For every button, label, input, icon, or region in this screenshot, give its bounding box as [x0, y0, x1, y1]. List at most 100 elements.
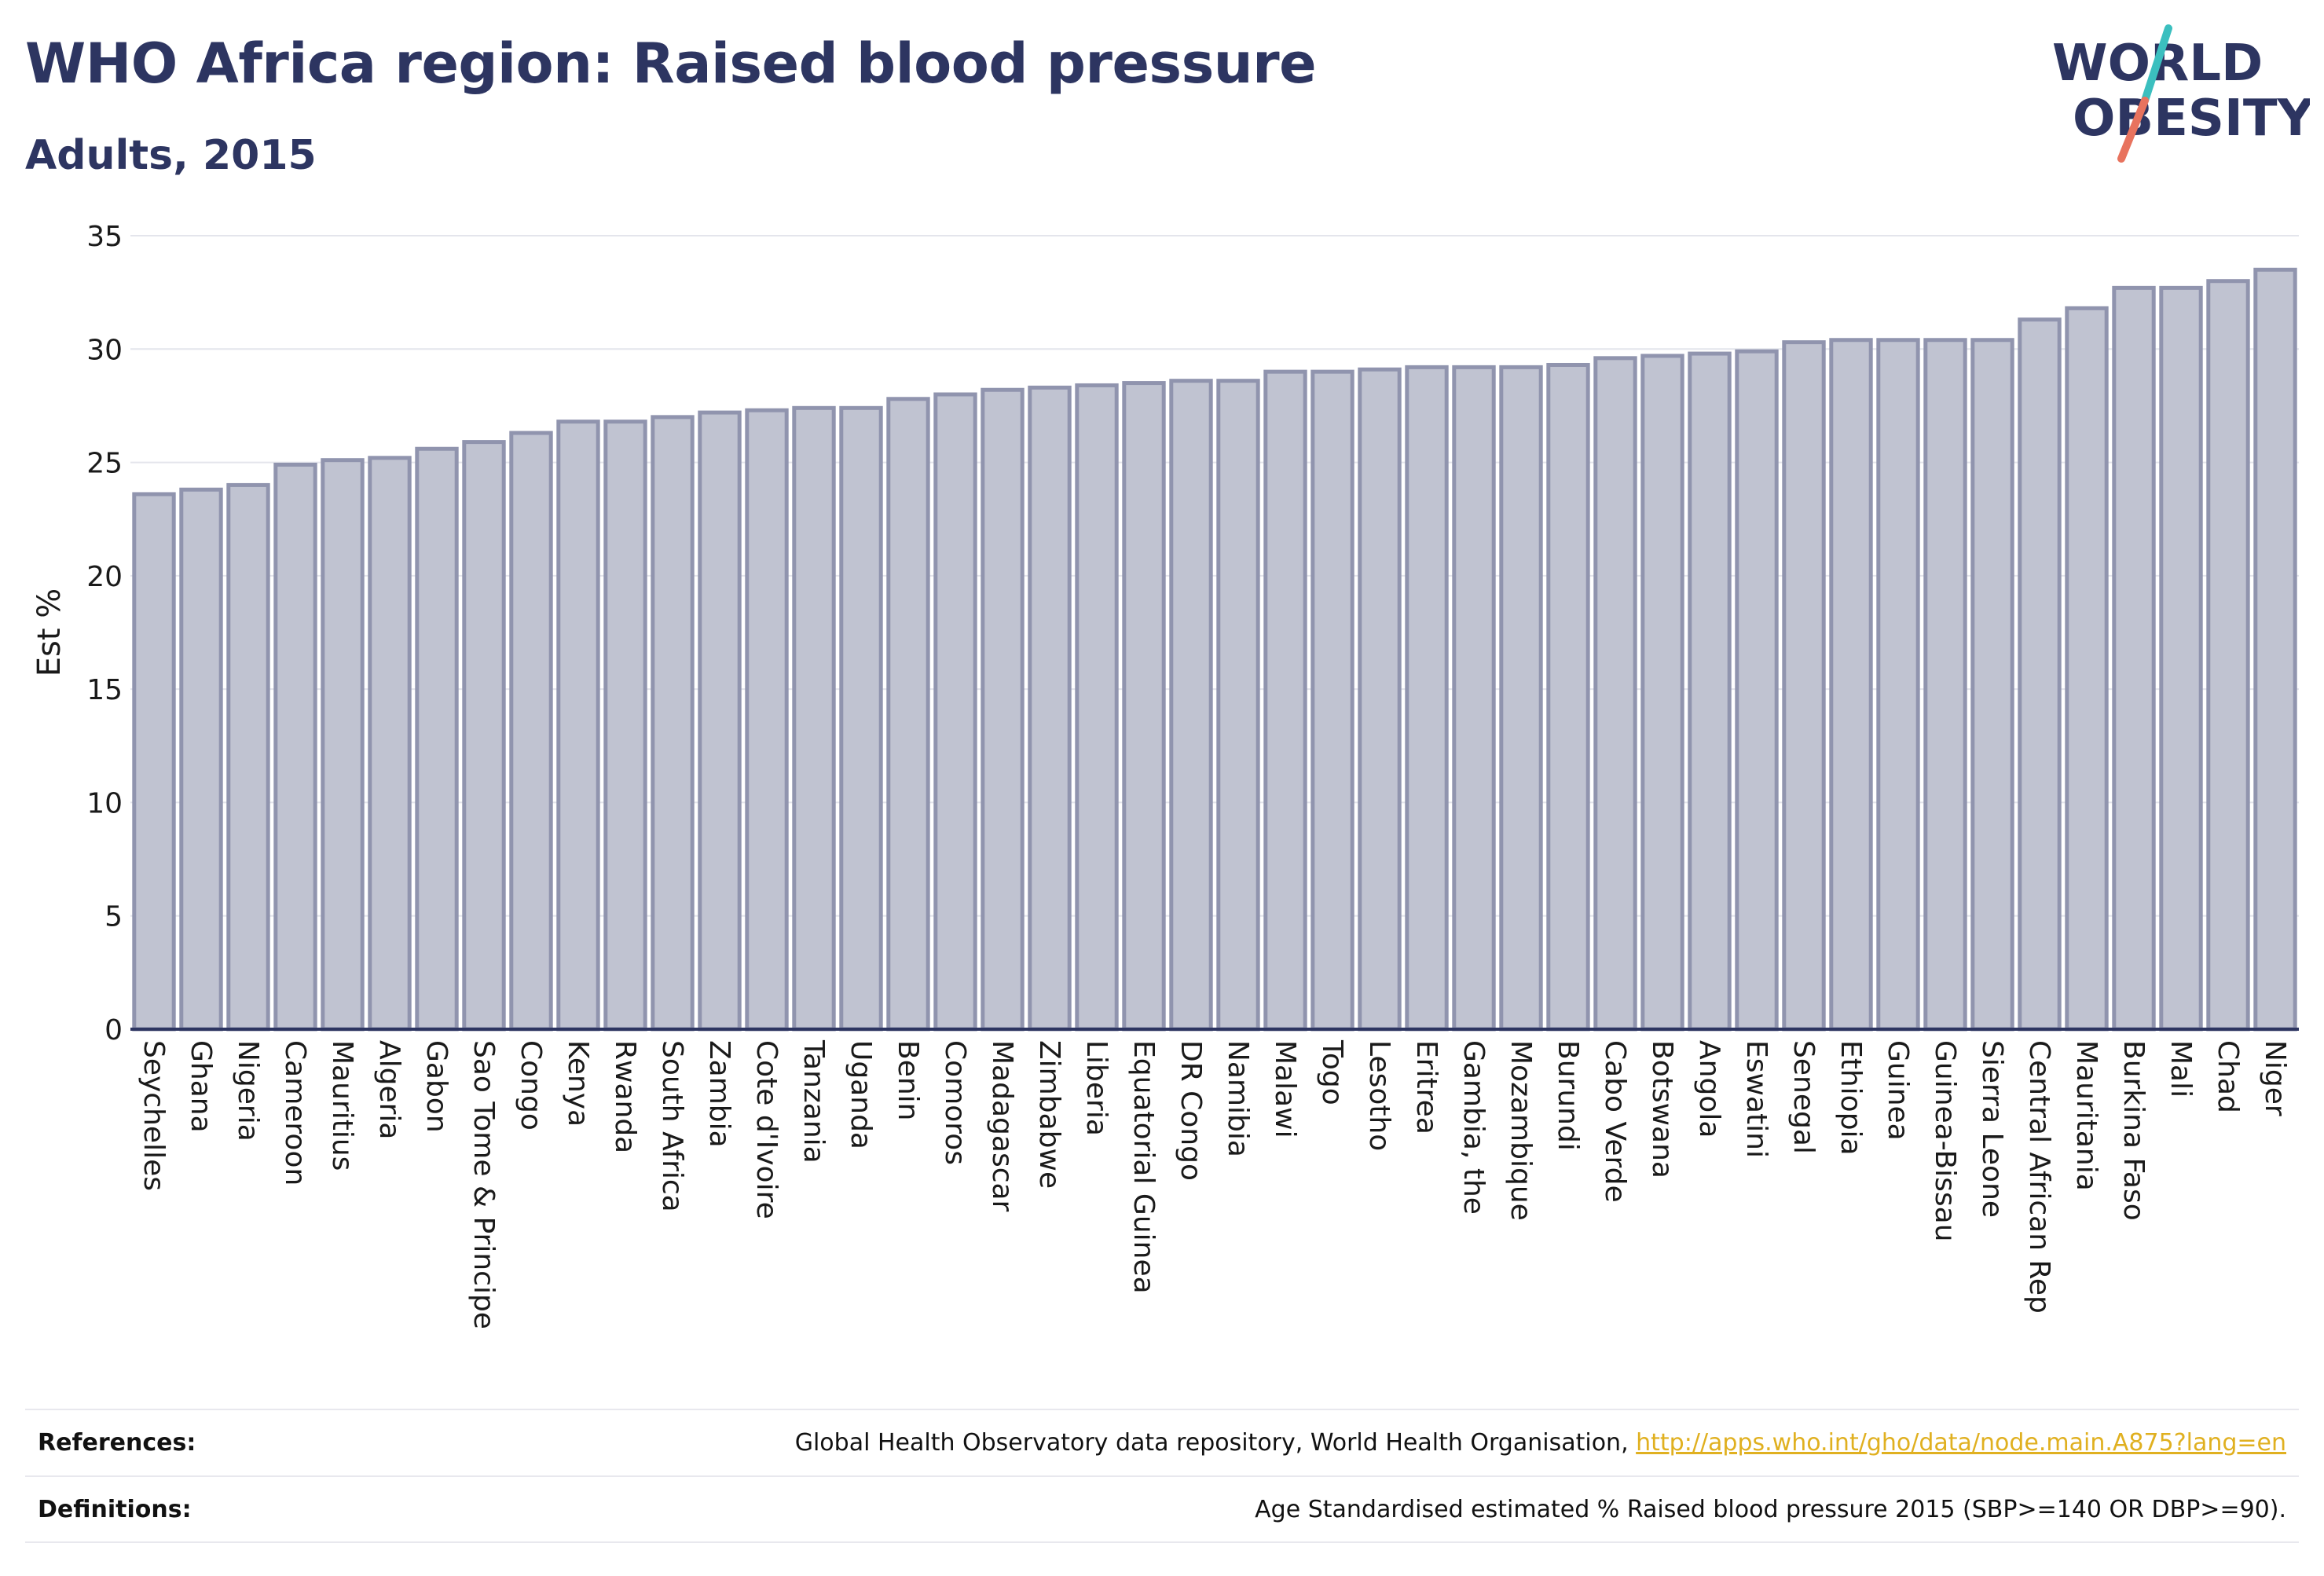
references-text: Global Health Observatory data repositor…: [794, 1428, 1637, 1457]
bar-burundi[interactable]: [1546, 362, 1590, 1032]
logo-line2: OBESITY: [2073, 90, 2310, 148]
bar-gabon[interactable]: [415, 446, 459, 1032]
logo-slash-coral: [2117, 97, 2149, 163]
bar-togo[interactable]: [1310, 369, 1354, 1032]
bar-angola[interactable]: [1688, 351, 1732, 1032]
x-tick-label: Sao Tome & Principe: [467, 1040, 500, 1329]
references-link[interactable]: http://apps.who.int/gho/data/node.main.A…: [1636, 1428, 2286, 1457]
x-tick-label: Rwanda: [609, 1040, 641, 1153]
bar-guinea[interactable]: [1876, 338, 1920, 1032]
chart-title: WHO Africa region: Raised blood pressure: [25, 31, 1317, 96]
bar-gambia-the[interactable]: [1452, 365, 1496, 1032]
bar-madagascar[interactable]: [981, 387, 1025, 1032]
bar-uganda[interactable]: [839, 405, 883, 1032]
bar-senegal[interactable]: [1782, 340, 1826, 1032]
x-tick-label: Seychelles: [137, 1040, 170, 1191]
bar-ghana[interactable]: [179, 487, 223, 1032]
x-tick-label: Botswana: [1646, 1040, 1678, 1178]
y-axis-label: Est %: [31, 588, 68, 677]
bar-equatorial-guinea[interactable]: [1122, 381, 1166, 1032]
bar-chad[interactable]: [2206, 279, 2250, 1032]
x-tick-label: Angola: [1693, 1040, 1725, 1138]
x-tick-label: Benin: [892, 1040, 924, 1120]
bar-mali[interactable]: [2159, 285, 2203, 1032]
bar-dr-congo[interactable]: [1169, 379, 1213, 1032]
x-tick-label: Gabon: [420, 1040, 453, 1133]
world-obesity-logo: WORLD OBESITY: [2052, 24, 2310, 163]
x-tick-label: Togo: [1316, 1039, 1348, 1105]
y-tick-label: 10: [86, 787, 123, 819]
bar-burkina-faso[interactable]: [2112, 285, 2156, 1032]
bar-central-african-rep[interactable]: [2018, 317, 2062, 1032]
bar-cameroon[interactable]: [273, 462, 317, 1032]
bar-liberia[interactable]: [1075, 383, 1119, 1032]
x-tick-label: Eritrea: [1410, 1040, 1442, 1134]
x-tick-label: Madagascar: [986, 1040, 1018, 1212]
bar-congo[interactable]: [509, 431, 553, 1032]
bar-cote-d-ivoire[interactable]: [745, 408, 789, 1032]
bar-tanzania[interactable]: [792, 405, 836, 1032]
bar-namibia[interactable]: [1216, 379, 1260, 1032]
x-tick-label: Kenya: [562, 1040, 594, 1127]
x-tick-label: Tanzania: [797, 1039, 830, 1164]
bar-mauritius[interactable]: [321, 458, 365, 1032]
y-tick-label: 25: [86, 448, 123, 480]
references-row: References: Global Health Observatory da…: [25, 1411, 2299, 1474]
x-tick-label: Uganda: [845, 1040, 877, 1149]
bar-guinea-bissau[interactable]: [1923, 338, 1967, 1032]
x-tick-label: Eswatini: [1740, 1040, 1772, 1158]
x-tick-label: Liberia: [1080, 1040, 1113, 1136]
bar-benin[interactable]: [886, 397, 930, 1032]
bar-cabo-verde[interactable]: [1593, 356, 1637, 1032]
bar-sao-tome-principe[interactable]: [462, 440, 506, 1032]
bar-south-africa[interactable]: [651, 415, 695, 1032]
x-tick-label: Algeria: [373, 1040, 405, 1140]
references-value: Global Health Observatory data repositor…: [795, 1429, 2299, 1457]
y-tick-label: 30: [86, 334, 123, 366]
bar-mozambique[interactable]: [1499, 365, 1543, 1032]
bar-eritrea[interactable]: [1405, 365, 1449, 1032]
bar-algeria[interactable]: [368, 456, 412, 1032]
x-tick-label: DR Congo: [1175, 1040, 1207, 1181]
bar-zimbabwe[interactable]: [1028, 385, 1072, 1032]
bar-ethiopia[interactable]: [1829, 338, 1873, 1032]
bar-niger[interactable]: [2253, 267, 2297, 1032]
bar-eswatini[interactable]: [1735, 349, 1779, 1032]
x-tick-label: Chad: [2212, 1040, 2244, 1113]
x-tick-label: Burundi: [1552, 1040, 1584, 1151]
x-tick-label: Cameroon: [279, 1040, 311, 1186]
definitions-label: Definitions:: [38, 1495, 192, 1523]
y-tick-label: 35: [86, 221, 123, 253]
footer-divider-top: [25, 1409, 2299, 1410]
axes: 0 5 10 15 20 25 30 35 Seychelles Ghana Nigeria Came…: [86, 221, 2299, 1329]
bar-comoros[interactable]: [933, 392, 977, 1032]
y-tick-label: 15: [86, 674, 123, 706]
x-tick-label: Namibia: [1222, 1040, 1254, 1157]
x-tick-label: Niger: [2259, 1040, 2291, 1116]
bar-seychelles[interactable]: [132, 492, 176, 1032]
x-tick-label: Guinea: [1882, 1040, 1914, 1141]
bar-nigeria[interactable]: [226, 482, 270, 1032]
bar-malawi[interactable]: [1263, 369, 1307, 1032]
bar-mauritania[interactable]: [2065, 306, 2109, 1032]
bar-rwanda[interactable]: [603, 420, 647, 1032]
x-tick-label: Central African Rep: [2023, 1040, 2055, 1314]
bar-sierra-leone[interactable]: [1970, 338, 2014, 1032]
chart-subtitle: Adults, 2015: [25, 132, 317, 179]
x-tick-label: Zimbabwe: [1033, 1040, 1065, 1189]
x-tick-label: Mauritius: [326, 1040, 358, 1171]
bar-kenya[interactable]: [556, 420, 600, 1032]
logo-slash-teal: [2141, 24, 2172, 104]
x-tick-label: Mali: [2165, 1040, 2197, 1098]
x-tick-label: Guinea-Bissau: [1929, 1040, 1961, 1242]
x-tick-label: Gambia, the: [1457, 1040, 1490, 1215]
bar-lesotho[interactable]: [1358, 367, 1402, 1032]
y-tick-label: 0: [104, 1014, 123, 1046]
x-tick-label: Mauritania: [2070, 1040, 2102, 1191]
x-tick-label: Congo: [515, 1040, 547, 1131]
references-label: References:: [38, 1428, 196, 1457]
bar-zambia[interactable]: [698, 410, 742, 1032]
y-tick-label: 20: [86, 561, 123, 593]
x-tick-label: Cabo Verde: [1599, 1040, 1631, 1203]
bar-botswana[interactable]: [1640, 354, 1684, 1032]
